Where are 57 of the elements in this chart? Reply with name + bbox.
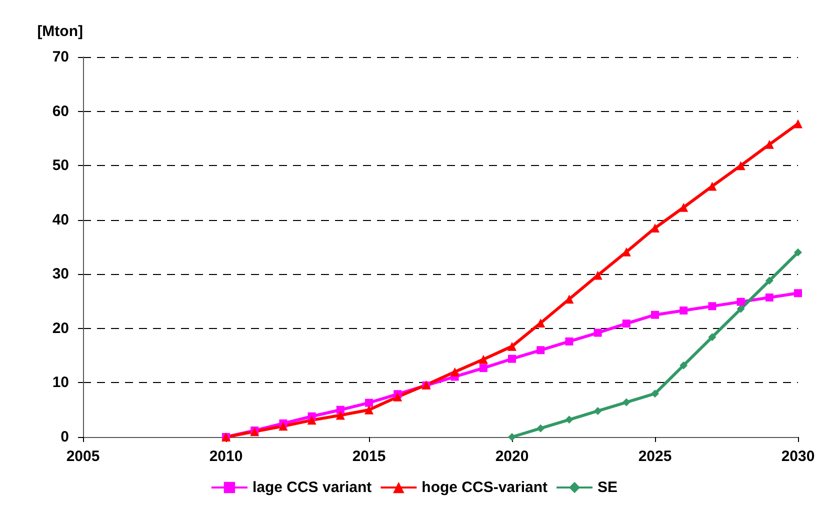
- point: [450, 367, 460, 376]
- point: [622, 398, 630, 406]
- x-tick-label: 2010: [209, 448, 243, 465]
- y-tick-label: 60: [52, 102, 69, 120]
- point: [508, 354, 516, 363]
- point: [565, 416, 574, 424]
- point: [794, 119, 802, 128]
- point: [764, 140, 774, 149]
- point: [765, 276, 774, 285]
- point: [794, 248, 802, 256]
- point: [736, 304, 745, 313]
- point: [365, 398, 373, 407]
- x-tick-label: 2020: [495, 448, 529, 465]
- y-tick-label: 50: [52, 157, 69, 174]
- y-tick-label: 40: [52, 211, 69, 228]
- point: [336, 410, 345, 420]
- y-tick-label: 30: [52, 266, 69, 283]
- y-tick-label: 0: [60, 428, 69, 446]
- point: [278, 422, 288, 431]
- point: [565, 337, 574, 346]
- point: [594, 328, 602, 337]
- point: [478, 354, 488, 364]
- point: [622, 320, 630, 328]
- point: [680, 361, 688, 370]
- point: [479, 364, 488, 372]
- x-tick-label: 2030: [781, 448, 815, 465]
- point: [536, 346, 545, 354]
- point: [651, 390, 659, 398]
- point: [594, 406, 602, 415]
- point: [336, 406, 344, 414]
- y-axis-title: [Mton]: [37, 23, 83, 40]
- legend-label: lage CCS variant: [252, 479, 372, 496]
- point: [364, 405, 374, 414]
- point: [651, 310, 659, 319]
- point: [765, 293, 774, 302]
- x-tick-label: 2015: [352, 448, 386, 465]
- y-tick-label: 20: [52, 320, 69, 337]
- point: [680, 306, 688, 315]
- x-tick-label: 2025: [638, 448, 672, 465]
- point: [708, 302, 716, 310]
- point: [508, 433, 516, 441]
- point: [708, 333, 716, 342]
- legend-label: hoge CCS-variant: [422, 479, 548, 496]
- point: [536, 424, 545, 432]
- point: [708, 182, 717, 191]
- point: [307, 416, 316, 425]
- point: [564, 294, 574, 304]
- point: [736, 298, 745, 306]
- point: [794, 289, 802, 298]
- point: [393, 392, 402, 402]
- point: [508, 342, 516, 351]
- x-tick-label: 2005: [66, 448, 100, 465]
- point: [736, 161, 746, 170]
- point: [679, 202, 688, 212]
- y-tick-label: 70: [52, 48, 69, 66]
- legend-label: SE: [598, 479, 618, 496]
- y-tick-label: 10: [52, 374, 69, 392]
